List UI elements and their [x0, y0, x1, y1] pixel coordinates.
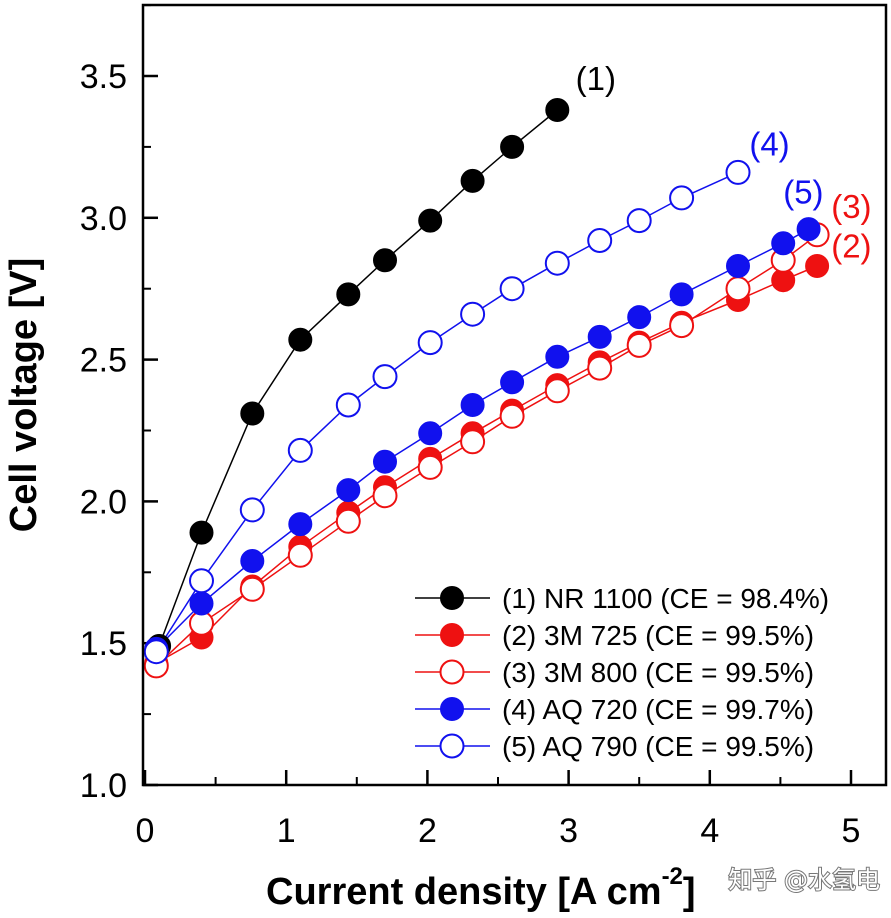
- legend-entry-label: (4) AQ 720 (CE = 99.7%): [502, 694, 814, 725]
- data-point-series-1: [500, 134, 525, 159]
- legend-marker: [440, 586, 464, 610]
- y-tick-label: 3.5: [80, 58, 127, 96]
- series-annotation-label: (5): [783, 174, 823, 211]
- data-point-series-4: [418, 421, 443, 446]
- x-tick-label: 4: [700, 812, 719, 850]
- data-point-series-4: [189, 591, 214, 616]
- data-point-series-1: [418, 208, 443, 233]
- data-point-series-3: [725, 276, 751, 302]
- data-point-series-5: [287, 437, 313, 463]
- data-point-series-3: [544, 378, 570, 404]
- data-point-series-5: [499, 276, 525, 302]
- data-point-series-4: [771, 231, 796, 256]
- legend-entry-label: (1) NR 1100 (CE = 98.4%): [502, 583, 829, 614]
- series-line-3: [155, 234, 818, 667]
- y-axis-title: Cell voltage [V]: [3, 258, 45, 533]
- data-point-series-3: [287, 542, 313, 568]
- data-point-series-4: [460, 393, 485, 417]
- data-point-series-1: [336, 282, 361, 307]
- data-point-series-4: [545, 344, 570, 369]
- x-tick-label: 2: [418, 812, 437, 850]
- data-point-series-5: [460, 301, 486, 327]
- data-point-series-4: [669, 282, 694, 307]
- data-point-series-3: [499, 403, 525, 429]
- legend: (1) NR 1100 (CE = 98.4%) (2) 3M 725 (CE =…: [415, 583, 829, 762]
- series-annotation-label: (3): [831, 188, 871, 225]
- data-point-series-5: [544, 250, 570, 276]
- series-annotation-label: (2): [831, 228, 871, 265]
- series-lines: [155, 109, 818, 667]
- data-point-series-5: [143, 639, 169, 665]
- plot-frame: [141, 3, 888, 787]
- x-tick-label: 3: [559, 812, 578, 850]
- data-point-series-5: [239, 497, 265, 523]
- data-point-series-5: [189, 568, 214, 594]
- series-line-2: [155, 265, 818, 664]
- data-point-series-4: [240, 549, 265, 573]
- legend-marker: [439, 659, 465, 685]
- x-tick-label: 0: [136, 812, 155, 850]
- axis-tick-labels: 0 1 2 3 4 5 1.0 1.5 2.0 2.5 3.0 3.5: [80, 58, 861, 850]
- data-point-series-4: [726, 254, 750, 278]
- x-axis-title-close: ]: [683, 871, 696, 913]
- watermark-text: 知乎 @水氢电: [728, 866, 880, 894]
- data-point-series-3: [417, 454, 443, 480]
- data-point-series-5: [335, 392, 361, 418]
- x-axis-title-superscript: -2: [662, 863, 683, 890]
- data-point-series-1: [373, 248, 397, 273]
- series-line-1: [158, 109, 558, 647]
- y-tick-label: 2.5: [80, 342, 127, 380]
- legend-marker: [440, 697, 464, 721]
- data-point-series-1: [288, 327, 313, 352]
- data-point-series-1: [460, 168, 485, 193]
- data-point-series-1: [189, 520, 214, 545]
- data-point-series-4: [587, 324, 612, 349]
- series-markers: [143, 98, 830, 679]
- data-point-series-4: [796, 217, 821, 242]
- data-point-series-5: [626, 208, 652, 234]
- x-axis-title: Current density [A cm-2]: [266, 863, 696, 913]
- series-line-4: [155, 228, 809, 650]
- data-point-series-3: [626, 332, 652, 358]
- data-point-series-3: [587, 355, 613, 381]
- data-point-series-4: [627, 305, 652, 330]
- data-point-series-4: [336, 478, 361, 503]
- legend-entry-label: (5) AQ 790 (CE = 99.5%): [502, 731, 814, 762]
- data-point-series-3: [460, 429, 486, 455]
- data-point-series-3: [239, 576, 265, 602]
- data-point-series-5: [587, 228, 613, 253]
- legend-entry-label: (2) 3M 725 (CE = 99.5%): [502, 620, 814, 651]
- data-point-series-2: [805, 254, 830, 278]
- legend-marker: [440, 623, 464, 647]
- data-point-series-4: [373, 449, 397, 474]
- legend-entry-label: (3) 3M 800 (CE = 99.5%): [502, 657, 814, 688]
- data-point-series-1: [240, 401, 265, 426]
- x-axis-title-main: Current density [A cm: [266, 871, 662, 913]
- data-point-series-3: [372, 483, 398, 509]
- series-annotation-label: (4): [749, 125, 789, 162]
- data-point-series-4: [500, 370, 525, 395]
- legend-marker: [439, 733, 465, 759]
- x-tick-label: 5: [842, 812, 861, 850]
- y-tick-label: 3.0: [80, 200, 127, 238]
- series-annotations: (1) (4) (5) (3)(2): [576, 60, 872, 264]
- data-point-series-5: [417, 330, 443, 356]
- data-point-series-5: [372, 364, 398, 390]
- x-tick-label: 1: [277, 812, 296, 850]
- data-point-series-1: [545, 98, 570, 122]
- data-point-series-3: [335, 508, 361, 534]
- y-tick-label: 1.5: [80, 625, 127, 663]
- data-point-series-3: [669, 313, 695, 339]
- y-tick-label: 1.0: [80, 767, 127, 805]
- series-annotation-label: (1): [576, 60, 616, 97]
- y-tick-label: 2.0: [80, 483, 127, 521]
- data-point-series-4: [288, 512, 313, 537]
- data-point-series-5: [725, 159, 751, 185]
- data-point-series-5: [669, 185, 695, 211]
